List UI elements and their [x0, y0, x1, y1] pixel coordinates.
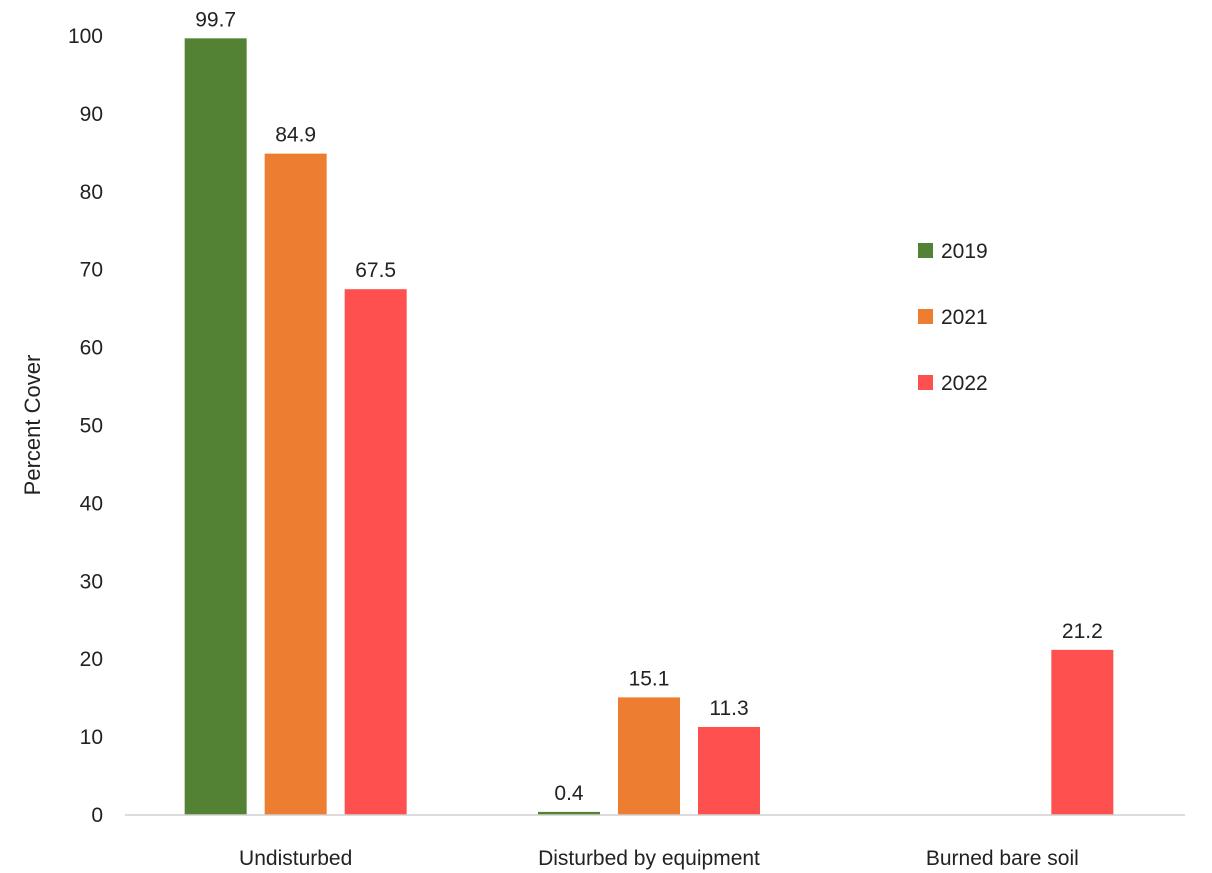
data-labels: 99.7 84.9 67.5 0.4 15.1 11.3 21.2	[195, 8, 1103, 805]
bar-2019	[184, 38, 247, 816]
bar-2021	[618, 697, 680, 815]
legend-swatch-2019	[918, 243, 933, 258]
data-label: 21.2	[1062, 620, 1103, 643]
data-label: 99.7	[195, 8, 236, 31]
y-tick-label: 60	[80, 337, 103, 360]
data-label: 0.4	[554, 782, 584, 805]
bar-2021	[264, 153, 327, 815]
y-tick-label: 70	[80, 259, 103, 282]
category-label: Burned bare soil	[926, 847, 1079, 870]
legend-label: 2022	[941, 372, 988, 395]
bar-2022	[698, 726, 760, 815]
bar-2019	[538, 811, 600, 815]
bars	[184, 38, 1114, 816]
category-labels: Undisturbed Disturbed by equipment Burned …	[239, 847, 1079, 870]
data-label: 84.9	[275, 124, 316, 147]
y-tick-label: 40	[80, 492, 103, 515]
data-label: 11.3	[709, 697, 748, 720]
y-tick-label: 10	[80, 726, 103, 749]
y-tick-label: 20	[80, 648, 103, 671]
y-axis-ticks: 0 10 20 30 40 50 60 70 80 90 100	[68, 25, 103, 827]
data-label: 15.1	[629, 667, 670, 690]
category-label: Disturbed by equipment	[538, 847, 760, 870]
legend-swatch-2022	[918, 375, 933, 390]
bar-2022	[1051, 649, 1114, 815]
y-tick-label: 100	[68, 25, 103, 48]
y-tick-label: 30	[80, 570, 103, 593]
legend: 2019 2021 2022	[918, 240, 988, 395]
bar-2022	[344, 289, 407, 815]
y-tick-label: 90	[80, 103, 103, 126]
y-tick-label: 80	[80, 181, 103, 204]
legend-swatch-2021	[918, 309, 933, 324]
y-axis-label: Percent Cover	[20, 355, 45, 496]
category-label: Undisturbed	[239, 847, 352, 870]
legend-label: 2021	[941, 306, 988, 329]
legend-label: 2019	[941, 240, 988, 263]
data-label: 67.5	[355, 259, 396, 282]
y-tick-label: 50	[80, 415, 103, 438]
y-tick-label: 0	[91, 804, 103, 827]
